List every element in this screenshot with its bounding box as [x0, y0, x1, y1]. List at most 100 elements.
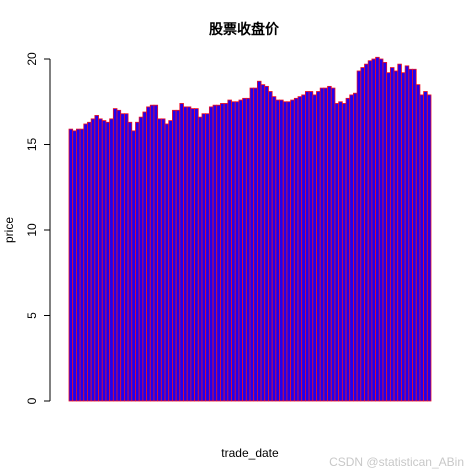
bar	[360, 67, 365, 402]
bar	[160, 118, 166, 402]
bar	[90, 118, 96, 402]
bar	[112, 108, 118, 402]
bar	[305, 91, 310, 402]
bar	[131, 130, 136, 402]
bar	[423, 91, 428, 402]
bar	[194, 108, 199, 402]
bar	[286, 101, 292, 402]
bar	[227, 99, 232, 402]
bar	[175, 109, 181, 402]
bar	[271, 96, 277, 402]
bar	[275, 99, 280, 402]
bar	[371, 58, 376, 402]
bar	[375, 56, 380, 402]
bar	[197, 116, 203, 402]
chart-title: 股票收盘价	[209, 21, 280, 38]
bar	[75, 128, 81, 402]
bar	[356, 70, 362, 402]
bar	[364, 63, 369, 402]
bar	[353, 92, 358, 402]
bar	[142, 111, 147, 402]
bar	[245, 97, 251, 402]
y-tick-label: 0	[25, 397, 39, 404]
bar	[238, 99, 244, 402]
y-tick-label: 20	[25, 52, 39, 66]
y-tick-label: 15	[25, 138, 39, 152]
bar	[172, 109, 177, 402]
bar	[120, 113, 125, 402]
bar	[367, 60, 373, 402]
bar	[208, 106, 214, 402]
bar	[393, 70, 399, 402]
bar	[135, 121, 140, 402]
bar	[397, 63, 402, 402]
bar	[223, 103, 229, 402]
bar	[408, 68, 413, 402]
bar	[220, 103, 225, 402]
bar	[249, 87, 255, 402]
bar	[127, 121, 133, 402]
bar	[330, 87, 336, 402]
bar	[426, 94, 432, 402]
bar	[256, 80, 262, 402]
bar	[68, 128, 74, 402]
y-tick-label: 10	[25, 223, 39, 237]
bar	[212, 104, 218, 402]
bar	[242, 97, 247, 402]
bar	[312, 94, 317, 402]
bar	[201, 113, 207, 402]
bar	[146, 106, 151, 402]
bar	[116, 109, 122, 402]
bar	[338, 101, 343, 402]
bar	[231, 101, 236, 402]
bar	[293, 97, 299, 402]
bar	[419, 94, 425, 402]
bar	[179, 103, 184, 402]
bar	[153, 104, 159, 402]
bar	[168, 120, 173, 402]
bar	[412, 68, 417, 402]
bar	[279, 99, 284, 402]
bar	[386, 72, 391, 402]
bar	[253, 87, 258, 402]
y-tick-label: 5	[25, 312, 39, 319]
bar	[316, 91, 321, 402]
bar	[216, 104, 221, 402]
bar	[404, 65, 410, 402]
bar	[183, 106, 188, 402]
bar	[349, 94, 354, 402]
bar	[234, 101, 240, 402]
bar	[94, 115, 99, 402]
bar	[264, 85, 269, 402]
bar	[415, 84, 421, 402]
bar	[164, 123, 170, 402]
bar	[323, 87, 328, 402]
bar	[301, 94, 306, 402]
bar	[268, 91, 273, 402]
bar	[190, 108, 195, 402]
bar	[382, 62, 388, 402]
bar	[101, 120, 107, 402]
y-axis: 0 5 10 15 20	[25, 52, 51, 404]
bar	[341, 103, 347, 402]
bar	[157, 118, 162, 402]
bar	[389, 67, 395, 402]
bar	[149, 104, 155, 402]
bar	[72, 130, 77, 402]
bar	[401, 72, 406, 402]
bar	[260, 84, 266, 402]
bar	[282, 101, 288, 402]
bar	[345, 97, 351, 402]
bar	[334, 103, 340, 402]
bar	[109, 118, 114, 402]
x-axis-label: trade_date	[221, 446, 279, 460]
bar	[297, 96, 303, 402]
bar	[124, 113, 129, 402]
bar	[378, 58, 384, 402]
bar	[138, 116, 144, 402]
bar	[98, 118, 103, 402]
bar	[186, 106, 192, 402]
bar	[87, 121, 92, 402]
watermark-text: CSDN @statistican_ABin	[329, 455, 464, 469]
